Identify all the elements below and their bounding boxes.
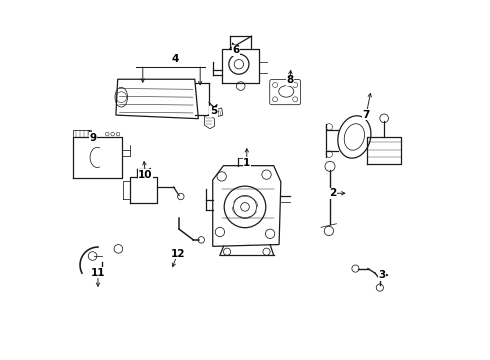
Text: 4: 4	[172, 54, 179, 64]
Text: 10: 10	[138, 162, 152, 180]
Text: 1: 1	[243, 149, 250, 168]
Text: 11: 11	[91, 267, 105, 286]
Text: 8: 8	[286, 71, 294, 85]
Text: 2: 2	[329, 188, 345, 198]
Text: 5: 5	[210, 105, 217, 116]
Text: 6: 6	[232, 43, 239, 55]
Text: 3: 3	[378, 270, 388, 280]
Text: 12: 12	[171, 248, 185, 267]
Text: 9: 9	[89, 131, 96, 143]
Text: 7: 7	[363, 93, 371, 120]
